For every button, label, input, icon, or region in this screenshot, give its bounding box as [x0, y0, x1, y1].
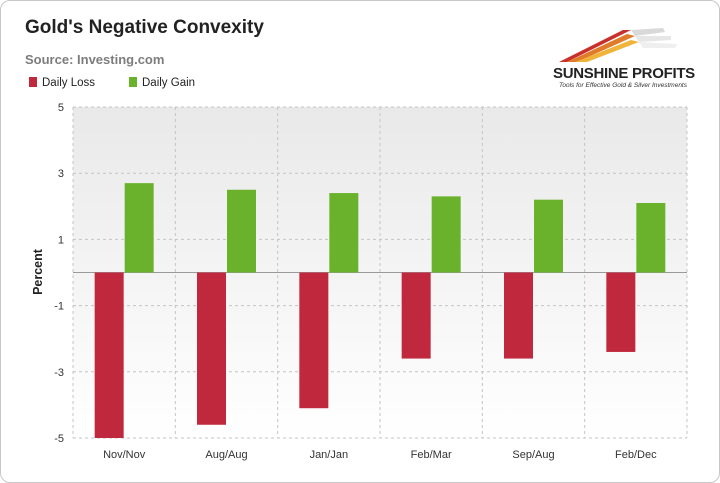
- bar-daily-loss[interactable]: [299, 272, 329, 409]
- y-tick-label: -3: [54, 367, 64, 379]
- y-tick-label: 1: [58, 234, 64, 246]
- bar-daily-loss[interactable]: [504, 272, 533, 359]
- bar-daily-gain[interactable]: [124, 183, 154, 273]
- bar-daily-loss[interactable]: [606, 272, 636, 352]
- x-tick-label: Feb/Mar: [411, 449, 452, 461]
- bar-daily-loss[interactable]: [401, 272, 431, 359]
- logo-name: SUNSHINE PROFITS: [553, 65, 695, 82]
- legend-item-daily-loss[interactable]: Daily Loss: [29, 77, 95, 89]
- legend-label-daily-loss: Daily Loss: [42, 77, 96, 89]
- legend-label-daily-gain: Daily Gain: [142, 77, 196, 89]
- chart-subtitle: Source: Investing.com: [25, 52, 165, 67]
- logo-tagline: Tools for Effective Gold & Silver Invest…: [558, 82, 687, 89]
- x-tick-label: Aug/Aug: [205, 449, 247, 461]
- x-tick-labels: Nov/Nov Aug/Aug Jan/Jan Feb/Mar Sep/Aug Feb/D…: [103, 449, 657, 461]
- legend-swatch-daily-loss: [29, 77, 37, 87]
- logo-rays-icon: [559, 28, 677, 62]
- y-tick-label: -5: [54, 433, 64, 445]
- x-tick-label: Nov/Nov: [103, 449, 146, 461]
- chart-title: Gold's Negative Convexity: [25, 17, 264, 38]
- x-tick-label: Feb/Dec: [615, 449, 657, 461]
- bar-daily-gain[interactable]: [636, 202, 666, 273]
- bar-daily-gain[interactable]: [227, 189, 256, 273]
- legend-item-daily-gain[interactable]: Daily Gain: [129, 77, 195, 89]
- bar-daily-gain[interactable]: [534, 199, 563, 273]
- y-tick-label: 5: [58, 102, 64, 114]
- bar-daily-loss[interactable]: [94, 272, 124, 439]
- y-tick-labels: 5 3 1 -1 -3 -5: [54, 102, 64, 445]
- bars: [94, 183, 666, 439]
- bar-daily-loss[interactable]: [197, 272, 226, 425]
- grid-lines: [72, 106, 688, 439]
- x-tick-label: Sep/Aug: [512, 449, 554, 461]
- y-tick-label: -1: [54, 301, 64, 313]
- x-tick-label: Jan/Jan: [310, 449, 349, 461]
- bar-daily-gain[interactable]: [431, 196, 461, 273]
- legend-swatch-daily-gain: [129, 77, 137, 87]
- sunshine-profits-logo: SUNSHINE PROFITS Tools for Effective Gol…: [553, 22, 713, 92]
- bar-daily-gain[interactable]: [329, 193, 359, 273]
- y-tick-label: 3: [58, 168, 64, 180]
